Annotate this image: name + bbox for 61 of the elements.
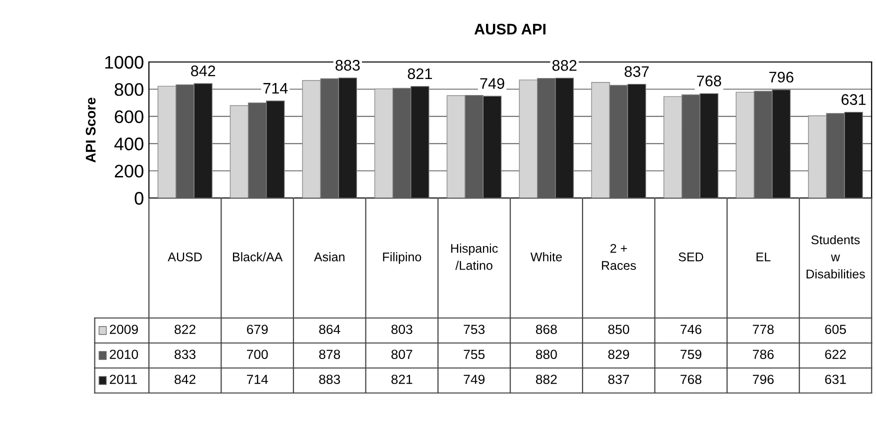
x-tick-label: Asian bbox=[314, 252, 344, 262]
data-label: 850 bbox=[608, 324, 630, 334]
data-label: 746 bbox=[680, 324, 702, 334]
data-label: 679 bbox=[246, 324, 268, 334]
data-label: 778 bbox=[752, 324, 774, 334]
data-label: 807 bbox=[391, 350, 412, 360]
x-tick-label: Students w Disabilities bbox=[806, 235, 865, 278]
x-tick-label: Hispanic/Latino bbox=[451, 244, 498, 270]
annotation: 837 bbox=[624, 66, 649, 77]
data-label: 883 bbox=[319, 374, 340, 384]
legend-label: 2010 bbox=[110, 350, 138, 360]
data-label: 714 bbox=[246, 374, 268, 384]
legend-label: 2011 bbox=[110, 374, 137, 384]
x-tick-label: EL bbox=[756, 252, 770, 262]
data-label: 842 bbox=[174, 374, 196, 384]
annotation: 768 bbox=[697, 76, 722, 86]
data-label: 786 bbox=[752, 350, 774, 360]
legend-label: 2009 bbox=[110, 324, 138, 334]
data-label: 803 bbox=[391, 324, 412, 334]
data-label: 837 bbox=[608, 374, 630, 384]
x-tick-label: Black/AA bbox=[232, 252, 283, 262]
annotation: 821 bbox=[408, 68, 432, 80]
data-label: 755 bbox=[464, 350, 485, 360]
data-label: 605 bbox=[825, 324, 846, 334]
x-tick-label: Filipino bbox=[383, 252, 422, 264]
data-label: 622 bbox=[825, 350, 846, 360]
data-label: 700 bbox=[246, 350, 268, 360]
annotation: 882 bbox=[552, 60, 576, 71]
y-tick-label: 1000 bbox=[105, 56, 144, 69]
data-label: 880 bbox=[536, 350, 557, 360]
data-label: 833 bbox=[174, 350, 196, 360]
chart-title: AUSD API bbox=[474, 24, 546, 35]
y-tick-label: 0 bbox=[134, 192, 144, 205]
data-label: 878 bbox=[319, 350, 340, 360]
y-tick-label: 200 bbox=[114, 164, 144, 178]
y-axis-title: API Score bbox=[86, 98, 96, 162]
data-label: 749 bbox=[464, 374, 485, 384]
annotation: 883 bbox=[336, 60, 360, 71]
data-label: 768 bbox=[680, 374, 702, 384]
data-label: 821 bbox=[391, 374, 412, 384]
annotation: 796 bbox=[769, 72, 794, 83]
data-label: 829 bbox=[608, 350, 630, 360]
data-label: 753 bbox=[464, 324, 485, 334]
data-label: 864 bbox=[319, 324, 340, 334]
annotation: 631 bbox=[842, 94, 866, 105]
data-label: 796 bbox=[752, 374, 774, 384]
x-tick-label: White bbox=[530, 252, 562, 262]
data-label: 631 bbox=[825, 374, 846, 384]
data-label: 759 bbox=[680, 350, 702, 360]
annotation: 842 bbox=[191, 65, 216, 76]
x-tick-label: 2 + Races bbox=[602, 244, 636, 270]
annotation: 749 bbox=[480, 78, 504, 89]
data-label: 822 bbox=[174, 324, 196, 334]
y-tick-label: 600 bbox=[114, 110, 144, 124]
x-tick-label: SED bbox=[678, 252, 704, 262]
y-tick-label: 400 bbox=[114, 138, 144, 150]
data-label: 882 bbox=[536, 374, 557, 384]
annotation: 714 bbox=[263, 83, 288, 94]
data-label: 868 bbox=[536, 324, 557, 334]
x-tick-label: AUSD bbox=[168, 252, 202, 262]
y-tick-label: 800 bbox=[114, 83, 144, 96]
